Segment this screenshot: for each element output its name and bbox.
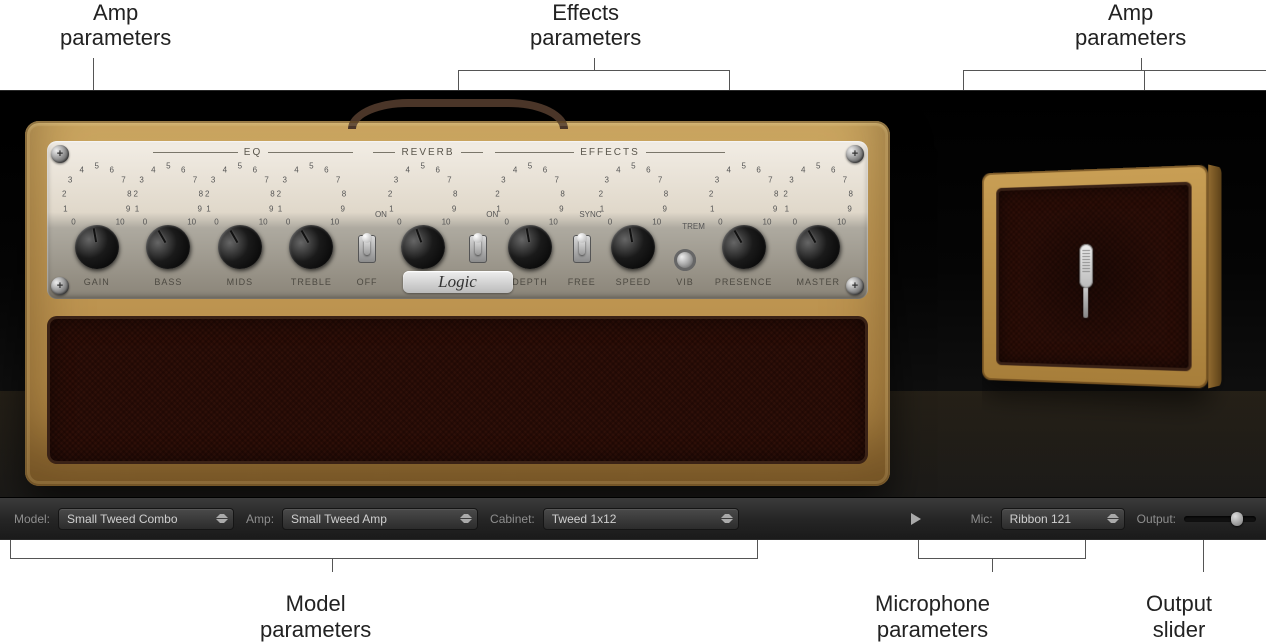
amp-scene: EQ REVERB EFFECTS GAIN 012345678910 BASS… [0,90,1266,540]
callout-effects-params: Effectsparameters [530,0,641,51]
bracket-output [1203,540,1204,572]
gain-knob[interactable] [73,223,121,271]
treble-knob[interactable] [287,223,335,271]
speed-knob[interactable] [609,223,657,271]
updown-icon [1107,511,1119,527]
callout-output-slider: Outputslider [1146,591,1212,642]
presence-knob[interactable] [720,223,768,271]
switch-on-label: ON [486,210,498,219]
amp-label: Amp: [246,512,274,526]
reverb-switch[interactable] [356,227,378,271]
presence-label: PRESENCE [715,277,773,287]
gain-label: GAIN [84,277,110,287]
switch-sync-label: SYNC [579,210,601,219]
updown-icon [721,511,733,527]
callout-mic-params: Microphoneparameters [875,591,990,642]
level-knob[interactable] [399,223,447,271]
mids-label: MIDS [227,277,254,287]
logic-badge: Logic [403,271,513,293]
knob-presence-col: PRESENCE 012345678910 [705,149,783,293]
sync-switch-col: SYNC FREE [562,149,602,293]
model-select[interactable]: Small Tweed Combo [58,508,234,530]
tremvib-col: TREM VIB [665,149,705,293]
master-label: MASTER [796,277,840,287]
updown-icon [216,511,228,527]
slider-thumb[interactable] [1231,512,1243,526]
parameter-bar: Model: Small Tweed Combo Amp: Small Twee… [0,497,1266,539]
amp-head: EQ REVERB EFFECTS GAIN 012345678910 BASS… [25,121,890,486]
knob-gain-col: GAIN 012345678910 [61,149,133,293]
cabinet-select[interactable]: Tweed 1x12 [543,508,739,530]
model-label: Model: [14,512,50,526]
bass-label: BASS [154,277,182,287]
reverb-switch-col: ON OFF [347,149,387,293]
amp-control-panel: EQ REVERB EFFECTS GAIN 012345678910 BASS… [47,141,868,299]
amp-speaker-grille [47,316,868,464]
depth-label: DEPTH [512,277,548,287]
output-label: Output: [1137,512,1176,526]
cabinet-front [982,164,1208,388]
output-slider[interactable] [1184,516,1256,522]
trem-vib-jack[interactable] [674,249,696,271]
callout-model-params: Modelparameters [260,591,371,642]
cabinet-label: Cabinet: [490,512,535,526]
callout-amp-params-left: Ampparameters [60,0,171,51]
play-button[interactable] [911,513,921,525]
depth-knob[interactable] [506,223,554,271]
knob-master-col: MASTER 012345678910 [782,149,854,293]
switch-free-label: FREE [568,277,596,287]
knob-speed-col: SPEED 012345678910 [602,149,666,293]
switch-trem-label: TREM [682,222,705,231]
master-knob[interactable] [794,223,842,271]
mids-knob[interactable] [216,223,264,271]
amp-select[interactable]: Small Tweed Amp [282,508,478,530]
cabinet-side [1208,164,1221,388]
speed-label: SPEED [616,277,652,287]
fx-switch[interactable] [467,227,489,271]
knob-bass-col: BASS 012345678910 [133,149,205,293]
mic-label: Mic: [971,512,993,526]
knob-mids-col: MIDS 012345678910 [204,149,276,293]
updown-icon [460,511,472,527]
switch-on-label: ON [375,210,387,219]
treble-label: TREBLE [291,277,332,287]
bracket-model [10,540,758,572]
cabinet-grille [996,182,1191,372]
cabinet [982,164,1208,388]
bracket-mic [918,540,1086,572]
sync-switch[interactable] [571,227,593,271]
bass-knob[interactable] [144,223,192,271]
knob-treble-col: TREBLE 012345678910 [276,149,348,293]
switch-off-label: OFF [357,277,378,287]
amp-handle [348,99,568,129]
callout-amp-params-right: Ampparameters [1075,0,1186,51]
switch-vib-label: VIB [676,277,694,287]
mic-select[interactable]: Ribbon 121 [1001,508,1125,530]
